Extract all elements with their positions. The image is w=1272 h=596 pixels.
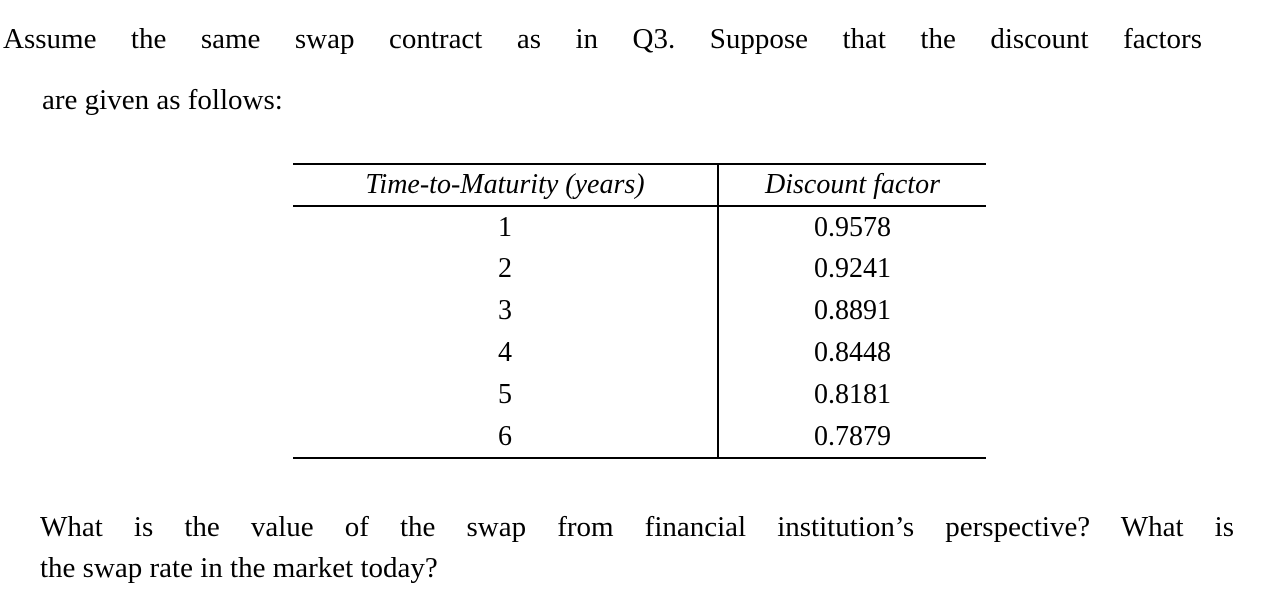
maturity-cell: 6 (293, 416, 719, 458)
table-body: 1 0.9578 2 0.9241 3 0.8891 4 0.8448 5 0.… (293, 206, 986, 458)
intro-line-2: are given as follows: (42, 84, 283, 116)
maturity-cell: 4 (293, 332, 719, 374)
maturity-cell: 3 (293, 290, 719, 332)
table-row: 3 0.8891 (293, 290, 986, 332)
discount-cell: 0.9578 (814, 211, 891, 243)
table-row: 5 0.8181 (293, 374, 986, 416)
col-header-time-to-maturity: Time-to-Maturity (years) (293, 164, 719, 207)
table-row: 6 0.7879 (293, 416, 986, 458)
discount-cell: 0.8448 (814, 337, 891, 368)
discount-cell: 0.9241 (814, 253, 891, 284)
maturity-cell: 1 (293, 206, 719, 248)
table-header: Time-to-Maturity (years) Discount factor (293, 164, 986, 207)
question-line-1: What is the value of the swap from finan… (40, 511, 1234, 543)
discount-cell: 0.7879 (814, 420, 891, 452)
discount-factor-table: Time-to-Maturity (years) Discount factor… (293, 163, 986, 459)
discount-cell: 0.8181 (814, 379, 891, 410)
maturity-cell: 5 (293, 374, 719, 416)
table-row: 4 0.8448 (293, 332, 986, 374)
table-row: 2 0.9241 (293, 248, 986, 290)
discount-cell: 0.8891 (814, 295, 891, 326)
question-line-2: the swap rate in the market today? (40, 552, 438, 584)
table-header-row: Time-to-Maturity (years) Discount factor (293, 164, 986, 207)
intro-line-1: Assume the same swap contract as in Q3. … (3, 23, 1202, 55)
col-header-discount-factor: Discount factor (718, 164, 986, 207)
table-row: 1 0.9578 (293, 206, 986, 248)
maturity-cell: 2 (293, 248, 719, 290)
